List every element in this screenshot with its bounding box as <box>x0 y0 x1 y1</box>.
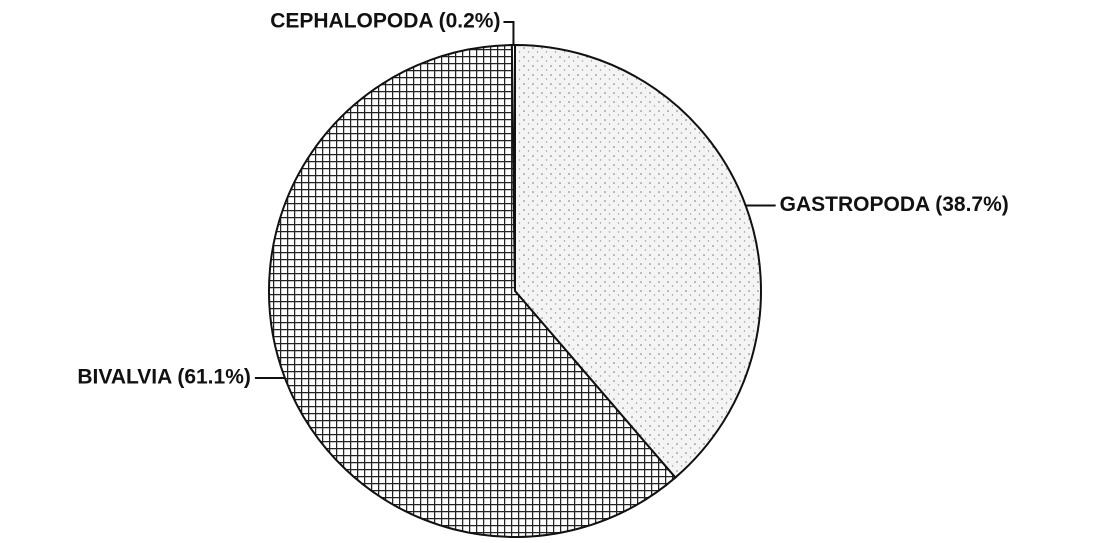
slice-label: BIVALVIA (61.1%) <box>77 366 250 389</box>
leader-line <box>503 21 515 46</box>
pie-slice <box>514 43 762 479</box>
slice-label: CEPHALOPODA (0.2%) <box>270 10 500 33</box>
slice-label: GASTROPODA (38.7%) <box>780 193 1009 216</box>
pie-slice <box>268 44 677 538</box>
